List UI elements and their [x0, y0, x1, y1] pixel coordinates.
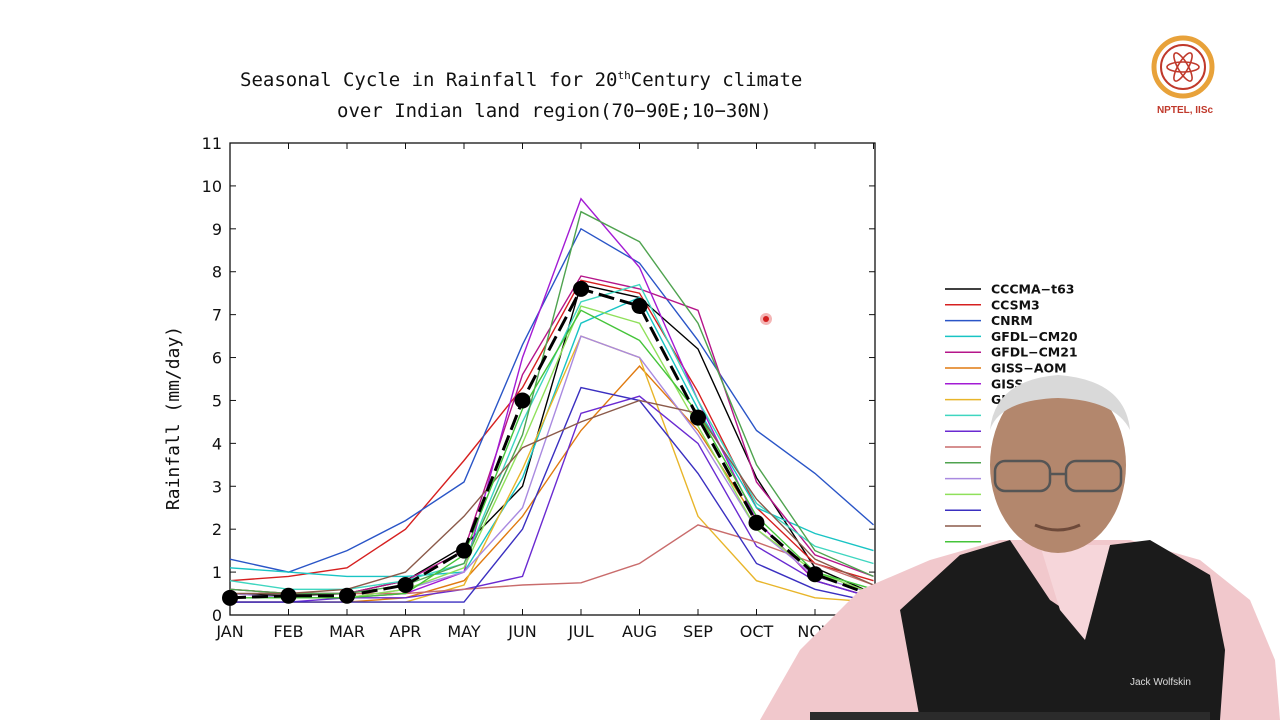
x-tick-label: SEP [683, 622, 713, 641]
y-tick-label: 6 [212, 349, 222, 368]
y-tick-label: 7 [212, 306, 222, 325]
legend-label: GI [991, 392, 1006, 407]
y-axis-label: Rainfall (mm/day) [163, 326, 184, 510]
observed-point [690, 409, 706, 426]
x-tick-label: NOV [797, 622, 832, 641]
x-tick-label: MAR [329, 622, 365, 641]
logo-star-icon [1166, 52, 1200, 82]
svg-text:Jack Wolfskin: Jack Wolfskin [1130, 677, 1191, 688]
chart-title-line1: Seasonal Cycle in Rainfall for 20thCentu… [240, 69, 802, 91]
legend-label: GISS−AOM [991, 361, 1067, 376]
x-tick-label: OCT [740, 622, 774, 641]
observed-point [222, 589, 238, 606]
legend-label: CCSM3 [991, 297, 1040, 312]
series-line-13 [230, 305, 874, 599]
x-tick-label: JAN [215, 622, 243, 641]
observed-point [573, 280, 589, 297]
observed-point [280, 587, 297, 604]
y-tick-label: 11 [202, 134, 222, 153]
y-tick-label: 4 [212, 434, 222, 453]
nptel-logo: NPTEL, IISc [1151, 35, 1215, 116]
legend-label: GISS− [991, 376, 1034, 391]
observed-point [397, 576, 414, 593]
observed-point [865, 587, 882, 604]
observed-point [456, 542, 472, 559]
y-tick-label: 3 [212, 477, 222, 496]
y-tick-label: 1 [212, 563, 222, 582]
series-line-3 [229, 296, 874, 578]
x-tick-label: JUN [507, 622, 536, 641]
plot-axes: 0 1 2 3 4 5 6 7 8 9 10 11 JAN FEB MAR APR MAY JUN JUL AUG SE… [202, 134, 876, 641]
y-tick-label: 0 [212, 606, 222, 625]
series-line-11 [229, 210, 874, 595]
y-tick-label: 2 [212, 520, 222, 539]
logo-ring-icon [1151, 35, 1215, 99]
series-line-16 [230, 309, 874, 599]
plot-frame [229, 142, 876, 616]
y-tick-label: 5 [212, 391, 222, 410]
y-tick-label: 10 [202, 177, 222, 196]
series-line-1 [229, 279, 874, 582]
series-line-15 [230, 399, 874, 595]
presenter-video: Jack Wolfskin [760, 375, 1280, 720]
observed-point [631, 298, 648, 315]
x-tick-label: FEB [273, 622, 303, 641]
observed-series [222, 280, 882, 606]
legend-label: CCCMA−t63 [991, 282, 1074, 297]
laser-pointer-icon [760, 313, 772, 325]
observed-line [229, 287, 875, 600]
observed-point [514, 392, 531, 409]
legend: CCCMA−t63CCSM3CNRMGFDL−CM20GFDL−CM21GISS… [945, 282, 1078, 543]
series-line-2 [229, 227, 874, 573]
legend-label: GFDL−CM21 [991, 345, 1078, 360]
y-tick-label: 8 [212, 263, 222, 282]
observed-point [748, 514, 765, 531]
logo-text: NPTEL, IISc [1157, 105, 1214, 116]
logo-inner-ring-icon [1160, 44, 1206, 90]
x-tick-label: APR [390, 622, 422, 641]
x-tick-label: JUL [567, 622, 593, 641]
series-line-6 [230, 197, 874, 599]
legend-label: GFDL−CM20 [991, 329, 1078, 344]
legend-label: CNRM [991, 313, 1033, 328]
x-tick-label: MAY [447, 622, 481, 641]
chart-title-line2: over Indian land region(70−90E;10−30N) [337, 100, 772, 122]
observed-point [339, 587, 355, 604]
observed-point [807, 566, 823, 583]
x-tick-label: AUG [622, 622, 657, 641]
y-tick-label: 9 [212, 220, 222, 239]
